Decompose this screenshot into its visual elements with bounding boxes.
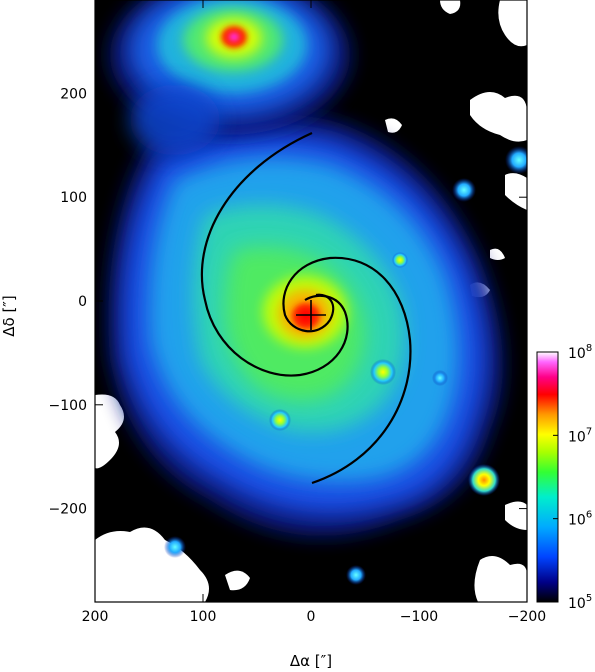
- colorbar-gradient: [536, 351, 559, 603]
- sky-image: [95, 0, 527, 602]
- colorbar-label-exp: 5: [586, 593, 592, 604]
- spiral-arm-1: [200, 131, 349, 377]
- center-cross-marker: [296, 300, 326, 330]
- colorbar-label: 105: [568, 593, 592, 612]
- x-tick-label: 200: [82, 609, 109, 625]
- colorbar-label-base: 10: [568, 346, 586, 362]
- y-tick-label: 200: [60, 86, 87, 102]
- colorbar-label-base: 10: [568, 513, 586, 529]
- colorbar-label-base: 10: [568, 429, 586, 445]
- x-tick-label: 0: [307, 609, 316, 625]
- colorbar-label-exp: 8: [586, 343, 592, 354]
- galaxy-body: [108, 113, 503, 537]
- bridge-emission: [130, 85, 220, 155]
- y-tick-label: 0: [78, 294, 87, 310]
- colorbar-label-exp: 7: [586, 426, 592, 437]
- y-tick-label: −100: [49, 398, 87, 414]
- x-axis-ticks: 200 100 0 −100 −200: [82, 0, 546, 625]
- blank-regions: [95, 0, 527, 602]
- spiral-arm-2: [282, 256, 412, 485]
- point-sources: [164, 146, 527, 585]
- x-tick-label: 100: [190, 609, 217, 625]
- spiral-arm-overlay: [200, 131, 412, 485]
- colorbar-label-base: 10: [568, 596, 586, 612]
- x-tick-label: −100: [400, 609, 438, 625]
- x-axis-title: Δα [″]: [290, 652, 332, 670]
- y-axis-title: Δδ [″]: [0, 295, 18, 337]
- colorbar-label-exp: 6: [586, 510, 592, 521]
- colorbar-label: 107: [568, 426, 592, 445]
- x-tick-label: −200: [508, 609, 546, 625]
- y-tick-label: −200: [49, 502, 87, 518]
- colorbar-label: 108: [568, 343, 592, 362]
- colorbar-label: 106: [568, 510, 592, 529]
- y-axis-ticks: 200 100 0 −100 −200: [49, 86, 527, 518]
- y-tick-label: 100: [60, 190, 87, 206]
